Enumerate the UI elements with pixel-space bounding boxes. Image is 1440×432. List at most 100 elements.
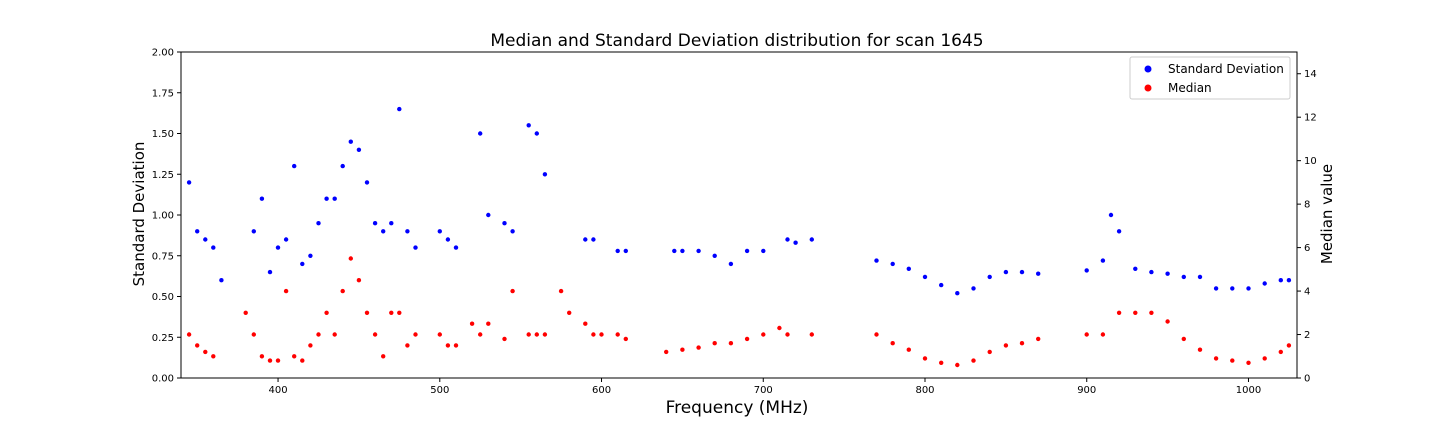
scatter-point — [987, 349, 992, 355]
scatter-point — [1003, 343, 1009, 348]
x-tick-label: 700 — [754, 385, 773, 396]
scatter-point — [1036, 271, 1041, 276]
scatter-point — [324, 310, 329, 315]
scatter-point — [906, 266, 911, 271]
scatter-point — [744, 336, 750, 342]
scatter-point — [1246, 360, 1251, 365]
scatter-point — [372, 332, 378, 337]
legend-marker-median — [1144, 84, 1152, 92]
scatter-point — [219, 278, 224, 283]
scatter-point — [478, 332, 483, 337]
scatter-point — [397, 106, 402, 112]
scatter-point — [372, 221, 378, 226]
scatter-point — [534, 332, 539, 337]
scatter-point — [340, 163, 345, 169]
axis-ticks: 400 500 600 700 800 900 1000 0.00 0.25 0.50 0.75 1.… — [152, 48, 1317, 397]
scatter-point — [283, 237, 289, 242]
data-points — [186, 106, 1292, 368]
y-right-tick-label: 14 — [1304, 69, 1317, 80]
scatter-point — [364, 310, 370, 315]
scatter-point — [348, 139, 353, 144]
scatter-point — [445, 237, 451, 242]
scatter-point — [469, 321, 475, 326]
y-left-tick-label: 0.75 — [152, 251, 174, 262]
scatter-point — [510, 288, 515, 294]
scatter-point — [243, 310, 248, 315]
scatter-point — [308, 343, 313, 348]
scatter-point — [195, 229, 200, 234]
scatter-point — [672, 248, 677, 254]
series-median — [186, 256, 1292, 368]
scatter-point — [308, 253, 313, 258]
scatter-point — [583, 237, 588, 242]
y-left-tick-label: 0.50 — [152, 292, 174, 303]
scatter-point — [1262, 356, 1267, 361]
scatter-point — [486, 321, 491, 326]
scatter-point — [1230, 286, 1235, 291]
scatter-point — [728, 261, 734, 267]
scatter-point — [567, 310, 572, 315]
y-left-tick-label: 0.25 — [152, 333, 174, 344]
scatter-point — [413, 245, 418, 250]
scatter-point — [510, 229, 515, 234]
scatter-point — [300, 261, 305, 267]
scatter-point — [558, 288, 564, 294]
scatter-point — [211, 354, 216, 359]
scatter-point — [542, 172, 548, 177]
scatter-point — [275, 245, 281, 250]
y-left-tick-label: 1.75 — [152, 88, 174, 99]
legend-label-std: Standard Deviation — [1168, 62, 1284, 76]
scatter-point — [1003, 269, 1009, 275]
scatter-point — [211, 245, 216, 250]
scatter-point — [583, 321, 588, 326]
scatter-point — [389, 221, 394, 226]
series-standard-deviation — [186, 106, 1292, 296]
scatter-point — [890, 261, 895, 267]
scatter-point — [809, 237, 814, 242]
scatter-point — [203, 237, 208, 242]
y-right-tick-label: 6 — [1304, 243, 1310, 254]
scatter-point — [259, 196, 265, 201]
scatter-point — [453, 245, 459, 250]
scatter-point — [267, 358, 273, 363]
scatter-point — [542, 332, 548, 337]
scatter-point — [591, 332, 596, 337]
scatter-point — [712, 341, 717, 346]
scatter-point — [615, 248, 620, 254]
scatter-point — [785, 332, 790, 337]
scatter-point — [599, 332, 604, 337]
scatter-point — [364, 180, 370, 185]
scatter-point — [777, 325, 782, 331]
scatter-point — [971, 286, 976, 291]
scatter-point — [1100, 258, 1106, 263]
x-axis-label: Frequency (MHz) — [666, 398, 809, 418]
scatter-point — [413, 332, 418, 337]
scatter-point — [1149, 310, 1154, 315]
scatter-point — [445, 343, 451, 348]
scatter-point — [405, 229, 410, 234]
scatter-point — [526, 123, 531, 128]
scatter-point — [267, 269, 273, 275]
scatter-point — [437, 332, 442, 337]
scatter-point — [486, 212, 491, 218]
scatter-point — [761, 248, 766, 254]
scatter-point — [356, 147, 362, 152]
y-left-tick-label: 1.50 — [152, 129, 174, 140]
scatter-point — [615, 332, 620, 337]
y-right-tick-label: 12 — [1304, 113, 1317, 124]
scatter-point — [203, 349, 208, 355]
scatter-point — [1197, 347, 1203, 352]
scatter-point — [664, 349, 669, 355]
x-tick-label: 1000 — [1236, 385, 1261, 396]
plot-frame — [180, 51, 1298, 379]
scatter-point — [955, 291, 960, 296]
y-left-tick-label: 1.00 — [152, 211, 174, 222]
scatter-point — [623, 248, 628, 254]
scatter-point — [1286, 278, 1292, 283]
scatter-point — [1181, 274, 1187, 280]
y-right-tick-label: 10 — [1304, 156, 1317, 167]
scatter-point — [1116, 310, 1122, 315]
scatter-point — [890, 341, 895, 346]
